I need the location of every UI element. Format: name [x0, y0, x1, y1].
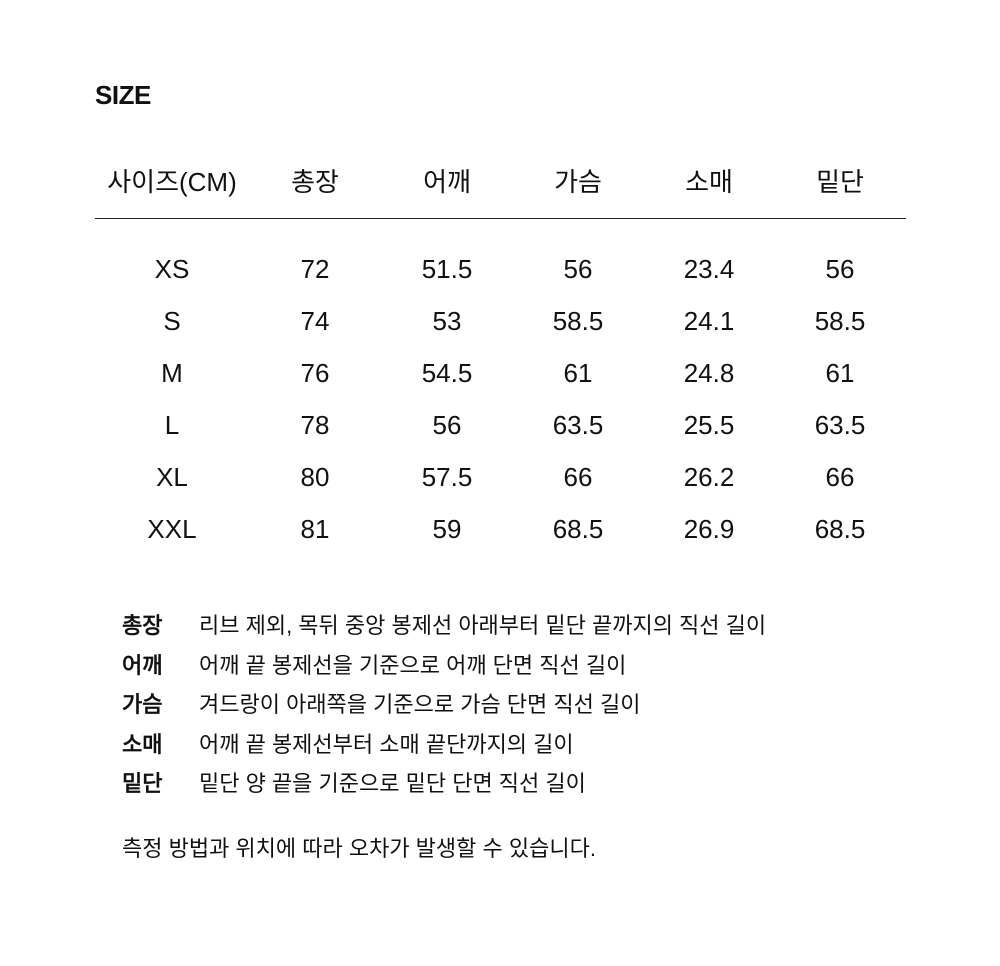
column-header: 총장 — [291, 167, 339, 197]
table-cell: 57.5 — [421, 462, 473, 492]
table-cell: 26.9 — [683, 514, 735, 544]
size-table: 사이즈(CM) 총장 어깨 가슴 소매 밑단 XS 72 51.5 56 23.4 56 S 74 53 5… — [95, 160, 906, 559]
note-description: 어깨 끝 봉제선부터 소매 끝단까지의 길이 — [199, 731, 574, 757]
table-header: 사이즈(CM) 총장 어깨 가슴 소매 밑단 — [95, 160, 906, 219]
table-cell: 63.5 — [552, 410, 604, 440]
table-cell: 81 — [300, 514, 330, 544]
size-label: M — [161, 358, 183, 388]
note-term: 밑단 — [122, 771, 163, 796]
size-label: XL — [156, 462, 188, 492]
table-row: XS 72 51.5 56 23.4 56 — [95, 247, 906, 299]
table-cell: 74 — [300, 306, 330, 336]
table-cell: 56 — [432, 410, 462, 440]
table-cell: 24.1 — [683, 306, 735, 336]
note-description: 밑단 양 끝을 기준으로 밑단 단면 직선 길이 — [199, 771, 586, 796]
note-item: 총장 리브 제외, 목뒤 중앙 봉제선 아래부터 밑단 끝까지의 직선 길이 — [122, 607, 766, 647]
table-cell: 61 — [825, 358, 855, 388]
table-cell: 58.5 — [552, 306, 604, 336]
column-header: 가슴 — [554, 167, 602, 197]
note-item: 어깨 어깨 끝 봉제선을 기준으로 어깨 단면 직선 길이 — [122, 647, 766, 687]
note-item: 밑단 밑단 양 끝을 기준으로 밑단 단면 직선 길이 — [122, 765, 766, 805]
table-cell: 54.5 — [421, 358, 473, 388]
size-label: S — [163, 306, 181, 336]
table-cell: 68.5 — [552, 514, 604, 544]
table-cell: 23.4 — [683, 254, 735, 284]
table-cell: 58.5 — [814, 306, 866, 336]
column-header: 사이즈(CM) — [107, 167, 237, 197]
note-item: 가슴 겨드랑이 아래쪽을 기준으로 가슴 단면 직선 길이 — [122, 686, 766, 726]
section-title: SIZE — [95, 80, 151, 110]
table-cell: 78 — [300, 410, 330, 440]
table-cell: 56 — [825, 254, 855, 284]
table-cell: 76 — [300, 358, 330, 388]
note-term: 소매 — [122, 731, 163, 757]
table-row: M 76 54.5 61 24.8 61 — [95, 351, 906, 403]
note-description: 겨드랑이 아래쪽을 기준으로 가슴 단면 직선 길이 — [199, 692, 641, 717]
table-cell: 59 — [432, 514, 462, 544]
note-term: 가슴 — [122, 692, 163, 717]
table-row: S 74 53 58.5 24.1 58.5 — [95, 299, 906, 351]
table-cell: 24.8 — [683, 358, 735, 388]
table-cell: 53 — [432, 306, 462, 336]
column-header: 밑단 — [816, 167, 864, 197]
table-cell: 25.5 — [683, 410, 735, 440]
size-label: L — [164, 410, 180, 440]
measurement-notes: 총장 리브 제외, 목뒤 중앙 봉제선 아래부터 밑단 끝까지의 직선 길이 어깨 어… — [122, 607, 766, 805]
table-cell: 68.5 — [814, 514, 866, 544]
table-row: XXL 81 59 68.5 26.9 68.5 — [95, 507, 906, 559]
table-cell: 61 — [563, 358, 593, 388]
table-cell: 26.2 — [683, 462, 735, 492]
note-item: 소매 어깨 끝 봉제선부터 소매 끝단까지의 길이 — [122, 726, 766, 766]
table-row: L 78 56 63.5 25.5 63.5 — [95, 403, 906, 455]
table-cell: 80 — [300, 462, 330, 492]
table-cell: 66 — [563, 462, 593, 492]
table-body: XS 72 51.5 56 23.4 56 S 74 53 58.5 24.1 58.5 M 76 54.5… — [95, 219, 906, 559]
note-description: 리브 제외, 목뒤 중앙 봉제선 아래부터 밑단 끝까지의 직선 길이 — [199, 613, 767, 638]
table-cell: 66 — [825, 462, 855, 492]
footnote: 측정 방법과 위치에 따라 오차가 발생할 수 있습니다. — [122, 836, 596, 861]
column-header: 소매 — [685, 167, 733, 197]
table-row: XL 80 57.5 66 26.2 66 — [95, 455, 906, 507]
table-cell: 63.5 — [814, 410, 866, 440]
note-term: 어깨 — [122, 652, 163, 678]
size-label: XXL — [147, 514, 197, 544]
table-cell: 72 — [300, 254, 330, 284]
note-term: 총장 — [122, 613, 163, 638]
column-header: 어깨 — [423, 167, 471, 197]
table-cell: 51.5 — [421, 254, 473, 284]
table-cell: 56 — [563, 254, 593, 284]
note-description: 어깨 끝 봉제선을 기준으로 어깨 단면 직선 길이 — [199, 652, 627, 678]
size-label: XS — [154, 254, 190, 284]
